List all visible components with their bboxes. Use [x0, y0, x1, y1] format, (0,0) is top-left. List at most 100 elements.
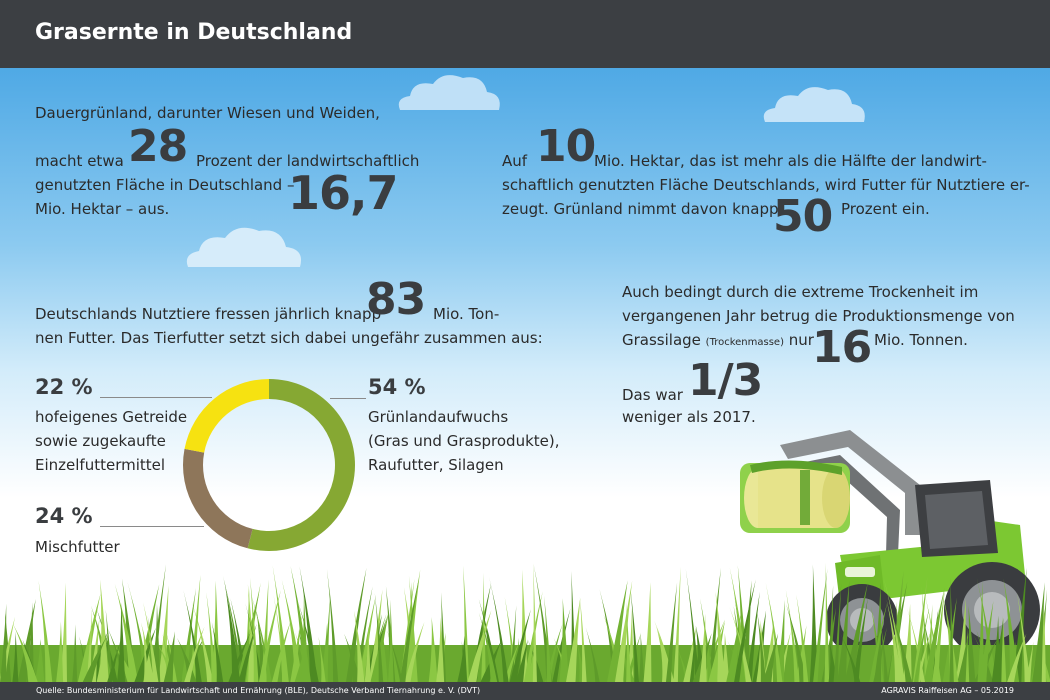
grass-blade [478, 612, 498, 682]
grass-blade [932, 588, 945, 682]
cloud-icon [186, 227, 302, 267]
grass-blade [300, 592, 308, 682]
text-futterflaeche-post3: Prozent ein. [841, 200, 930, 218]
grass-blade [436, 617, 445, 682]
grass-blade [38, 580, 53, 682]
grass-blade [94, 603, 118, 682]
grass-blade [12, 631, 19, 682]
grass-blade [114, 583, 139, 682]
grass-blade [689, 636, 695, 682]
grass-blade [840, 633, 861, 682]
grass-blade [298, 602, 319, 682]
grass-blade [674, 641, 690, 682]
donut-slice-getreide [184, 379, 269, 453]
grass-blade [746, 591, 760, 682]
legend-percent-mischfutter: 24 % [35, 504, 93, 528]
grass-blade [685, 568, 700, 682]
grass-blade [117, 602, 126, 682]
grass-blade [222, 575, 244, 682]
grass-blade [190, 599, 214, 682]
grass-blade [949, 577, 954, 682]
text-futterflaeche-line2: schaftlich genutzten Fläche Deutschlands… [502, 176, 1030, 194]
grass-blade [77, 593, 101, 682]
number-28-percent: 28 [128, 121, 188, 172]
footer-bar: Quelle: Bundesministerium für Landwirtsc… [0, 682, 1050, 700]
grass-blade [699, 613, 707, 682]
legend-text-gruenland-2: (Gras und Grasprodukte), [368, 432, 560, 450]
grass-blade [795, 625, 807, 682]
grass-blade [72, 624, 78, 682]
grass-blade [992, 617, 1004, 682]
grass-blade [163, 631, 175, 682]
leader-line-mischfutter [100, 526, 204, 527]
grass-blade [99, 579, 109, 682]
grass-blade [364, 626, 371, 682]
text-grassilage-post: Mio. Tonnen. [874, 331, 968, 349]
grass-blade [13, 624, 38, 682]
grass-blade [1025, 641, 1034, 682]
grass-blade [837, 580, 850, 682]
grass-blade [224, 579, 241, 682]
grass-blade [729, 607, 752, 682]
grass-blade [977, 580, 984, 682]
grass-blade [923, 587, 945, 682]
grass-blade [912, 576, 928, 682]
grass-blade [776, 599, 785, 682]
number-10-mio-hektar: 10 [536, 121, 596, 172]
grass-blade [726, 613, 741, 682]
grass-blade [626, 602, 631, 682]
cloud-icon [763, 87, 865, 122]
grass-blade [404, 622, 425, 682]
cloud-icon [398, 75, 500, 110]
grass-blade [607, 580, 628, 682]
grass-blade [34, 639, 45, 682]
number-one-third: 1/3 [688, 355, 763, 406]
leader-line-getreide [100, 397, 212, 398]
grass-blade [544, 595, 552, 682]
text-weniger-als-2017: weniger als 2017. [622, 408, 756, 426]
grass-blade [467, 610, 492, 682]
grass-blade [700, 598, 713, 682]
grass-blade [630, 589, 639, 682]
text-grassilage-word: Grassilage [622, 331, 701, 349]
grass-blade [509, 609, 531, 682]
grass-blade [143, 602, 159, 682]
header-bar: Grasernte in Deutschland [0, 0, 1050, 68]
grass-blade [708, 567, 721, 682]
grass-blade [879, 619, 889, 682]
grass-blade [824, 562, 830, 682]
grass-blade [786, 604, 807, 682]
grass-blade [326, 568, 339, 682]
legend-text-mischfutter: Mischfutter [35, 538, 120, 556]
grass-blade [872, 582, 882, 682]
grass-blade [1036, 607, 1046, 682]
text-das-war: Das war [622, 386, 683, 404]
text-dauergruenland-line4: Mio. Hektar – aus. [35, 200, 170, 218]
text-trockenmasse: (Trockenmasse) [705, 337, 784, 348]
grass-blade [765, 582, 783, 682]
grass-blade [358, 595, 376, 682]
grass-blade [523, 591, 543, 682]
grass-blade [665, 582, 678, 682]
grass-blade [150, 564, 166, 682]
grass-blade [400, 578, 415, 682]
grass-blade [461, 640, 467, 682]
grass-blade [978, 601, 994, 682]
grass-blade [785, 589, 800, 682]
grass-blade [250, 577, 259, 682]
grass-blade [82, 637, 107, 682]
legend-text-getreide-1: hofeigenes Getreide [35, 408, 188, 426]
grass-blade [143, 628, 149, 682]
grass-blade [184, 626, 205, 682]
number-16-7-mio-hektar: 16,7 [288, 166, 398, 220]
text-futtermenge-line2: nen Futter. Das Tierfutter setzt sich da… [35, 329, 543, 347]
donut-chart [182, 379, 355, 551]
text-futterflaeche-pre: Auf [502, 152, 528, 170]
grass-blade [739, 580, 752, 682]
grass-blade [796, 594, 809, 682]
text-dauergruenland-line1: Dauergrünland, darunter Wiesen und Weide… [35, 104, 380, 122]
grass-blade [585, 627, 600, 682]
grass-blade [532, 562, 537, 682]
grass-blade [1032, 582, 1045, 682]
grass-blade [566, 597, 581, 682]
